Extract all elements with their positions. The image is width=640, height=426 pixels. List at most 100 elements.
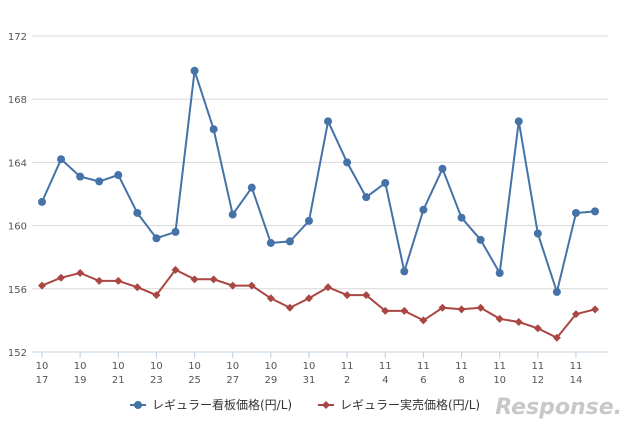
- data-point[interactable]: [381, 178, 390, 187]
- legend-item-1[interactable]: レギュラー看板価格(円/L): [130, 397, 292, 412]
- x-tick-month: 10: [36, 361, 49, 372]
- data-point[interactable]: [419, 316, 428, 325]
- data-point[interactable]: [133, 208, 142, 217]
- y-tick-label: 168: [8, 95, 27, 106]
- data-point[interactable]: [419, 205, 428, 214]
- data-point[interactable]: [343, 291, 352, 300]
- data-point[interactable]: [57, 273, 66, 282]
- response-watermark: Response.: [495, 395, 622, 420]
- data-point[interactable]: [247, 183, 256, 192]
- data-point[interactable]: [38, 281, 46, 290]
- data-point[interactable]: [438, 164, 447, 173]
- series-line: [41, 70, 596, 296]
- legend-marker: [322, 401, 330, 409]
- data-point[interactable]: [304, 294, 313, 303]
- data-point[interactable]: [133, 283, 142, 292]
- data-point[interactable]: [591, 207, 600, 216]
- x-tick-day: 2: [344, 375, 350, 386]
- data-point[interactable]: [152, 291, 161, 300]
- x-tick-month: 11: [341, 361, 354, 372]
- data-point[interactable]: [266, 238, 275, 247]
- data-point[interactable]: [552, 333, 561, 342]
- data-point[interactable]: [114, 276, 123, 285]
- data-point[interactable]: [457, 305, 466, 314]
- data-point[interactable]: [152, 234, 161, 243]
- data-point[interactable]: [209, 125, 218, 134]
- x-tick-day: 23: [150, 375, 163, 386]
- data-point[interactable]: [514, 317, 523, 326]
- data-point[interactable]: [228, 281, 237, 290]
- data-point[interactable]: [76, 172, 85, 181]
- data-point[interactable]: [95, 276, 104, 285]
- data-point[interactable]: [400, 267, 409, 276]
- data-point[interactable]: [209, 275, 218, 284]
- y-tick-label: 160: [8, 222, 27, 233]
- legend-label: レギュラー実売価格(円/L): [340, 397, 480, 412]
- data-point[interactable]: [247, 281, 256, 290]
- x-tick-day: 12: [531, 375, 544, 386]
- data-point[interactable]: [552, 287, 561, 296]
- series-1[interactable]: [38, 66, 600, 296]
- data-point[interactable]: [495, 314, 504, 323]
- y-tick-label: 164: [8, 158, 27, 169]
- data-point[interactable]: [343, 158, 352, 167]
- x-tick-month: 11: [570, 361, 583, 372]
- y-axis-ticks: 152 156 160 164 168 172: [8, 32, 27, 359]
- data-point[interactable]: [533, 324, 542, 333]
- x-tick-day: 8: [458, 375, 464, 386]
- x-tick-day: 27: [226, 375, 239, 386]
- data-point[interactable]: [38, 197, 46, 206]
- data-point[interactable]: [57, 155, 66, 164]
- data-point[interactable]: [228, 210, 237, 219]
- data-point[interactable]: [324, 283, 333, 292]
- data-point[interactable]: [381, 306, 390, 315]
- data-point[interactable]: [438, 303, 447, 312]
- legend-marker: [134, 401, 142, 409]
- data-point[interactable]: [495, 269, 504, 277]
- data-point[interactable]: [571, 208, 580, 217]
- data-point[interactable]: [533, 229, 542, 238]
- x-tick-day: 6: [420, 375, 426, 386]
- x-tick-month: 10: [188, 361, 201, 372]
- data-point[interactable]: [76, 269, 85, 277]
- legend-item-2[interactable]: レギュラー実売価格(円/L): [318, 397, 480, 412]
- data-point[interactable]: [476, 235, 485, 244]
- data-point[interactable]: [591, 305, 600, 314]
- series-layer: [38, 66, 600, 342]
- data-point[interactable]: [114, 171, 123, 180]
- series-2[interactable]: [38, 265, 600, 342]
- data-point[interactable]: [285, 237, 294, 246]
- x-tick-day: 4: [382, 375, 388, 386]
- data-point[interactable]: [190, 66, 199, 75]
- x-tick-day: 21: [112, 375, 125, 386]
- x-tick-month: 11: [417, 361, 430, 372]
- data-point[interactable]: [324, 117, 333, 126]
- x-tick-day: 10: [493, 375, 506, 386]
- legend[interactable]: レギュラー看板価格(円/L) レギュラー実売価格(円/L): [130, 397, 480, 412]
- x-tick-month: 11: [531, 361, 544, 372]
- x-tick-day: 25: [188, 375, 201, 386]
- data-point[interactable]: [171, 265, 180, 274]
- data-point[interactable]: [400, 306, 409, 315]
- data-point[interactable]: [457, 213, 466, 222]
- data-point[interactable]: [266, 294, 275, 303]
- x-tick-month: 10: [150, 361, 163, 372]
- data-point[interactable]: [190, 275, 199, 284]
- x-tick-month: 10: [303, 361, 316, 372]
- data-point[interactable]: [285, 303, 294, 312]
- data-point[interactable]: [514, 117, 523, 126]
- data-point[interactable]: [304, 216, 313, 225]
- x-axis-ticks: 10 17 10 19 10 21 10 23 10 25 10 27 10 29 10 31 11 2 11 4 11…: [36, 352, 583, 386]
- data-point[interactable]: [362, 291, 371, 300]
- x-tick-month: 10: [264, 361, 277, 372]
- data-point[interactable]: [476, 303, 485, 312]
- data-point[interactable]: [362, 193, 371, 202]
- data-point[interactable]: [571, 310, 580, 319]
- data-point[interactable]: [95, 177, 104, 186]
- data-point[interactable]: [171, 227, 180, 236]
- x-tick-day: 14: [570, 375, 583, 386]
- x-tick-day: 17: [36, 375, 49, 386]
- y-tick-label: 172: [8, 32, 27, 43]
- x-tick-month: 10: [74, 361, 87, 372]
